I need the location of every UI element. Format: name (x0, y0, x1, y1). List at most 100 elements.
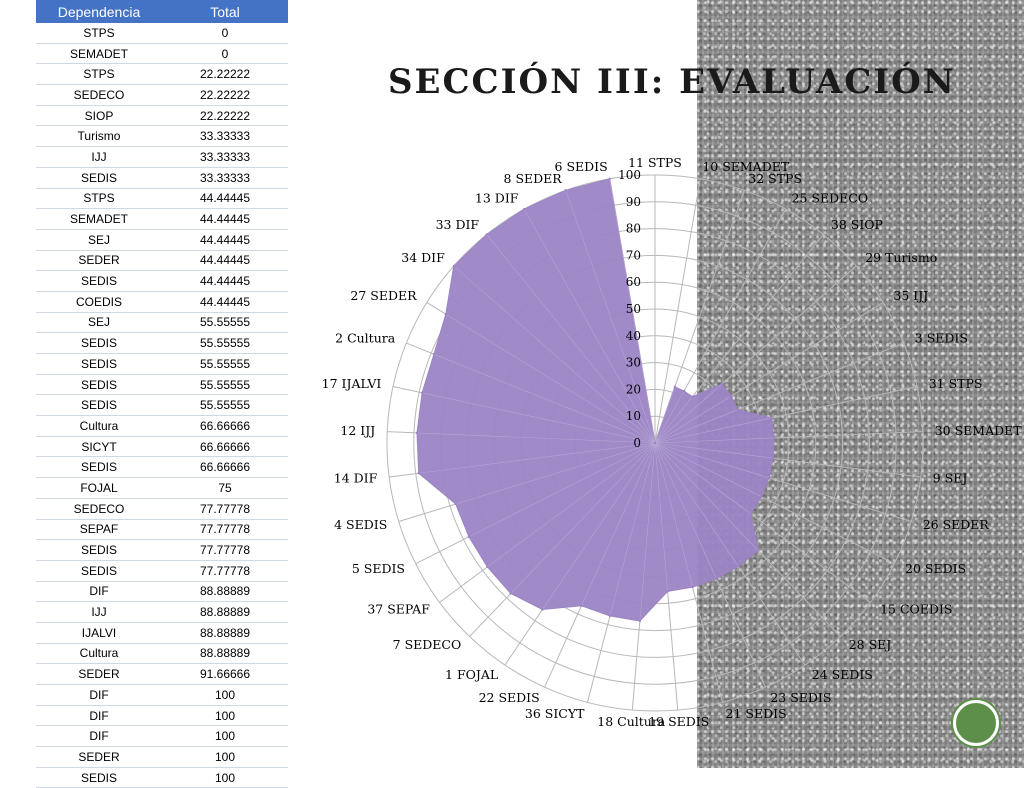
data-point (653, 441, 657, 445)
total-cell: 77.77778 (162, 519, 288, 541)
table-row: Turismo 33.33333 (36, 125, 288, 148)
column-header: Total (162, 0, 288, 23)
grid-spoke-overlay (433, 353, 656, 444)
table-row: SIOP 22.22222 (36, 105, 288, 127)
table-row: IJALVI 88.88889 (36, 622, 288, 644)
category-label: 29 Turismo (865, 250, 937, 265)
category-label: 22 SEDIS (479, 690, 540, 705)
total-cell: 33.33333 (162, 125, 288, 148)
dependencia-cell: SEDIS (36, 456, 162, 479)
data-point (729, 394, 733, 398)
data-point (467, 535, 471, 539)
category-label: 8 SEDER (504, 171, 563, 186)
data-point (770, 416, 773, 420)
table-row: SEDECO 77.77778 (36, 498, 288, 520)
total-cell: 100 (162, 684, 288, 706)
table-row: FOJAL 75 (36, 477, 288, 499)
table-row: SEDIS 77.77778 (36, 560, 288, 582)
grid-spoke-overlay (654, 442, 668, 592)
category-label: 12 IJJ (340, 423, 375, 438)
grid-spoke-overlay (654, 409, 739, 444)
dependencia-cell: IJALVI (36, 622, 162, 644)
category-label: 23 SEDIS (770, 690, 831, 705)
radial-tick-label: 80 (626, 222, 641, 236)
category-label: 7 SEDECO (393, 637, 462, 652)
dependencia-cell: SEDIS (36, 167, 162, 189)
grid-spoke-overlay (639, 442, 656, 622)
category-label: 34 DIF (401, 250, 445, 265)
table-row: SEDIS 100 (36, 767, 288, 788)
table-row: SEPAF 77.77778 (36, 519, 288, 541)
dependencia-cell: DIF (36, 581, 162, 603)
data-table: Dependencia Total STPS 0 SEMADET 0 STPS 22.22… (36, 0, 288, 788)
table-row: SEDIS 55.55555 (36, 394, 288, 417)
table-row: DIF 100 (36, 684, 288, 706)
table-row: SEMADET 44.44445 (36, 208, 288, 230)
category-label: 21 SEDIS (726, 706, 787, 721)
radial-tick-label: 70 (626, 248, 641, 262)
category-label: 9 SEJ (933, 471, 968, 486)
radial-tick-label: 40 (626, 329, 641, 343)
grid-spoke-overlay (487, 442, 656, 568)
total-cell: 88.88889 (162, 581, 288, 603)
dependencia-cell: STPS (36, 23, 162, 44)
total-cell: 22.22222 (162, 105, 288, 127)
total-cell: 77.77778 (162, 539, 288, 561)
grid-spoke-overlay (654, 442, 739, 567)
textured-background (697, 0, 1024, 768)
grid-spoke-overlay (654, 442, 717, 579)
grid-spoke-overlay (654, 396, 693, 444)
radial-tick-label: 100 (618, 168, 641, 182)
grid-spoke-overlay (654, 442, 751, 515)
category-label: 36 SICYT (525, 706, 585, 721)
navigation-button[interactable] (953, 700, 999, 746)
dependencia-cell: STPS (36, 188, 162, 210)
category-label: 32 STPS (748, 171, 802, 186)
dependencia-cell: IJJ (36, 601, 162, 623)
category-label: 10 SEMADET (702, 159, 790, 174)
total-cell: 44.44445 (162, 250, 288, 272)
total-cell: 33.33333 (162, 146, 288, 168)
dependencia-cell: SEDECO (36, 498, 162, 520)
grid-spoke-overlay (654, 442, 759, 551)
dependencia-cell: SEMADET (36, 43, 162, 65)
total-cell: 55.55555 (162, 312, 288, 334)
dependencia-cell: DIF (36, 705, 162, 727)
total-cell: 22.22222 (162, 63, 288, 86)
table-row: SEJ 44.44445 (36, 229, 288, 251)
total-cell: 66.66666 (162, 415, 288, 437)
category-label: 18 Cultura (597, 714, 666, 729)
data-point (760, 495, 763, 498)
data-point (541, 608, 544, 611)
category-label: 14 DIF (334, 471, 378, 486)
data-point (444, 312, 448, 316)
total-cell: 33.33333 (162, 167, 288, 189)
grid-spoke-overlay (455, 442, 656, 505)
table-row: SEDECO 22.22222 (36, 84, 288, 106)
total-cell: 100 (162, 705, 288, 727)
grid-spoke-overlay (654, 390, 685, 444)
total-cell: 44.44445 (162, 188, 288, 210)
total-cell: 55.55555 (162, 374, 288, 396)
dependencia-cell: FOJAL (36, 477, 162, 499)
data-point (564, 189, 567, 192)
radial-tick-label: 0 (633, 436, 641, 450)
category-label: 25 SEDECO (792, 191, 869, 206)
table-row: SEDIS 33.33333 (36, 167, 288, 189)
data-point (523, 207, 526, 211)
total-cell: 55.55555 (162, 394, 288, 417)
total-cell: 44.44445 (162, 208, 288, 230)
grid-spoke-overlay (524, 208, 656, 444)
grid-spoke-overlay (654, 395, 732, 444)
grid-spoke-overlay (654, 442, 762, 497)
grid-spoke-overlay (416, 432, 656, 444)
total-cell: 91.66666 (162, 663, 288, 685)
category-label: 13 DIF (475, 191, 519, 206)
category-label: 24 SEDIS (812, 667, 873, 682)
dependencia-cell: SEJ (36, 312, 162, 334)
grid-spoke-overlay (422, 392, 656, 444)
category-label: 11 STPS (628, 155, 682, 170)
dependencia-cell: DIF (36, 684, 162, 706)
total-cell: 77.77778 (162, 498, 288, 520)
dependencia-cell: SEDIS (36, 332, 162, 354)
